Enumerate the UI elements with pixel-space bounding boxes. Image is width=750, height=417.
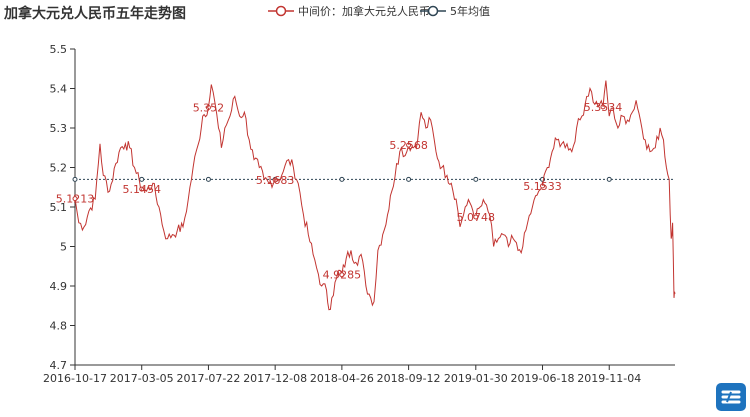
data-label: 5.1683: [256, 174, 295, 187]
data-point: [540, 183, 546, 189]
average-point: [139, 176, 145, 182]
data-point: [139, 186, 145, 192]
x-tick-label: 2019-11-04: [577, 372, 641, 385]
x-tick-label: 2016-10-17: [43, 372, 107, 385]
data-label: 5.2568: [389, 139, 428, 152]
data-label: 5.1213: [56, 193, 95, 206]
x-tick-label: 2018-09-12: [377, 372, 441, 385]
data-point: [205, 104, 211, 110]
legend-label-series1: 中间价：加拿大元兑人民币: [298, 5, 430, 18]
data-point: [272, 177, 278, 183]
data-point: [600, 104, 606, 110]
x-tick-label: 2017-12-08: [243, 372, 307, 385]
x-tick-label: 2017-03-05: [110, 372, 174, 385]
brand-logo-icon: [716, 383, 746, 411]
average-point: [473, 176, 479, 182]
legend-item-series1[interactable]: 中间价：加拿大元兑人民币: [268, 3, 430, 19]
legend-line-circle-icon: [420, 5, 446, 17]
average-point: [606, 176, 612, 182]
legend-item-series2[interactable]: 5年均值: [420, 3, 490, 19]
x-tick-label: 2017-07-22: [176, 372, 240, 385]
y-tick-label: 5.4: [50, 83, 68, 96]
average-point: [205, 176, 211, 182]
data-label: 5.352: [193, 101, 225, 114]
data-label: 5.1454: [122, 183, 161, 196]
data-point: [473, 214, 479, 220]
average-point: [339, 176, 345, 182]
y-tick-label: 4.7: [50, 359, 68, 372]
data-label: 5.1533: [523, 180, 562, 193]
y-tick-label: 4.8: [50, 320, 68, 333]
y-tick-label: 5.5: [50, 43, 68, 56]
y-tick-label: 5: [60, 241, 67, 254]
x-tick-label: 2019-01-30: [444, 372, 508, 385]
average-point: [406, 176, 412, 182]
legend-label-series2: 5年均值: [450, 5, 490, 18]
data-label: 4.9285: [323, 269, 362, 282]
y-tick-label: 5.3: [50, 122, 68, 135]
x-tick-label: 2019-06-18: [511, 372, 575, 385]
legend-line-circle-icon: [268, 5, 294, 17]
y-tick-label: 4.9: [50, 280, 68, 293]
average-point: [72, 176, 78, 182]
data-point: [339, 272, 345, 278]
x-tick-label: 2018-04-26: [310, 372, 374, 385]
y-tick-label: 5.2: [50, 162, 68, 175]
chart-title: 加拿大元兑人民币五年走势图: [4, 6, 186, 22]
data-point: [72, 196, 78, 202]
data-label: 5.3534: [584, 101, 623, 114]
data-point: [406, 142, 412, 148]
series-line-cad-cny: [74, 80, 676, 311]
y-tick-label: 5.1: [50, 201, 68, 214]
data-label: 5.0748: [457, 211, 496, 224]
